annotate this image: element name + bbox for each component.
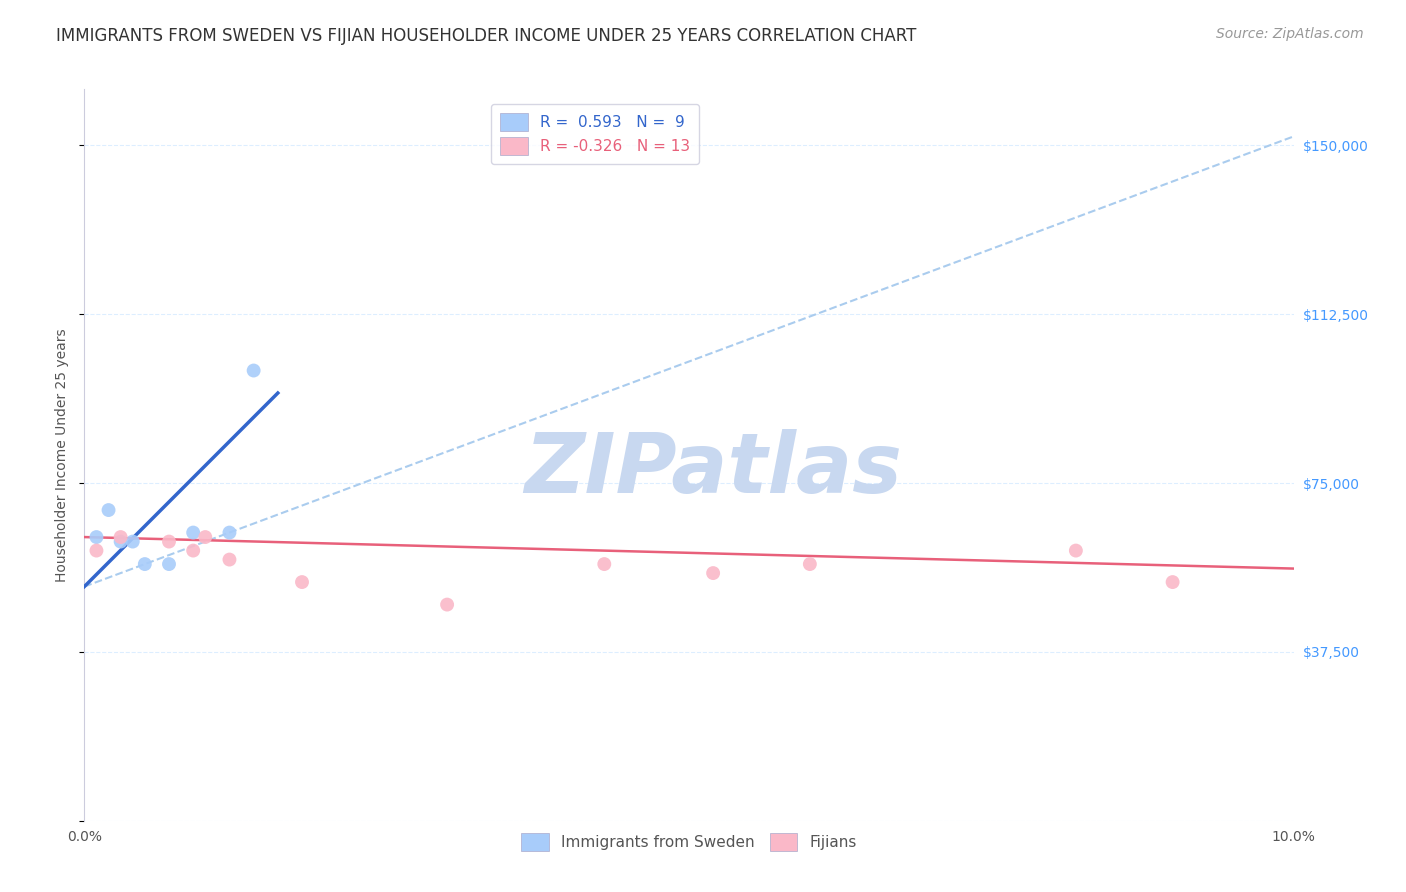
Point — [1161, 575, 1184, 590]
Point — [110, 534, 132, 549]
Y-axis label: Householder Income Under 25 years: Householder Income Under 25 years — [55, 328, 69, 582]
Text: ZIPatlas: ZIPatlas — [524, 429, 903, 510]
Point — [86, 543, 108, 558]
Point — [110, 530, 132, 544]
Point — [157, 557, 180, 571]
Point — [194, 530, 217, 544]
Point — [291, 575, 314, 590]
Point — [134, 557, 156, 571]
Point — [218, 525, 240, 540]
Legend: Immigrants from Sweden, Fijians: Immigrants from Sweden, Fijians — [515, 827, 863, 857]
Point — [97, 503, 120, 517]
Point — [702, 566, 724, 580]
Text: IMMIGRANTS FROM SWEDEN VS FIJIAN HOUSEHOLDER INCOME UNDER 25 YEARS CORRELATION C: IMMIGRANTS FROM SWEDEN VS FIJIAN HOUSEHO… — [56, 27, 917, 45]
Point — [181, 543, 204, 558]
Point — [1064, 543, 1087, 558]
Point — [86, 530, 108, 544]
Point — [181, 525, 204, 540]
Point — [121, 534, 143, 549]
Point — [218, 552, 240, 566]
Point — [157, 534, 180, 549]
Point — [593, 557, 616, 571]
Point — [436, 598, 458, 612]
Point — [242, 363, 264, 377]
Text: Source: ZipAtlas.com: Source: ZipAtlas.com — [1216, 27, 1364, 41]
Point — [799, 557, 821, 571]
